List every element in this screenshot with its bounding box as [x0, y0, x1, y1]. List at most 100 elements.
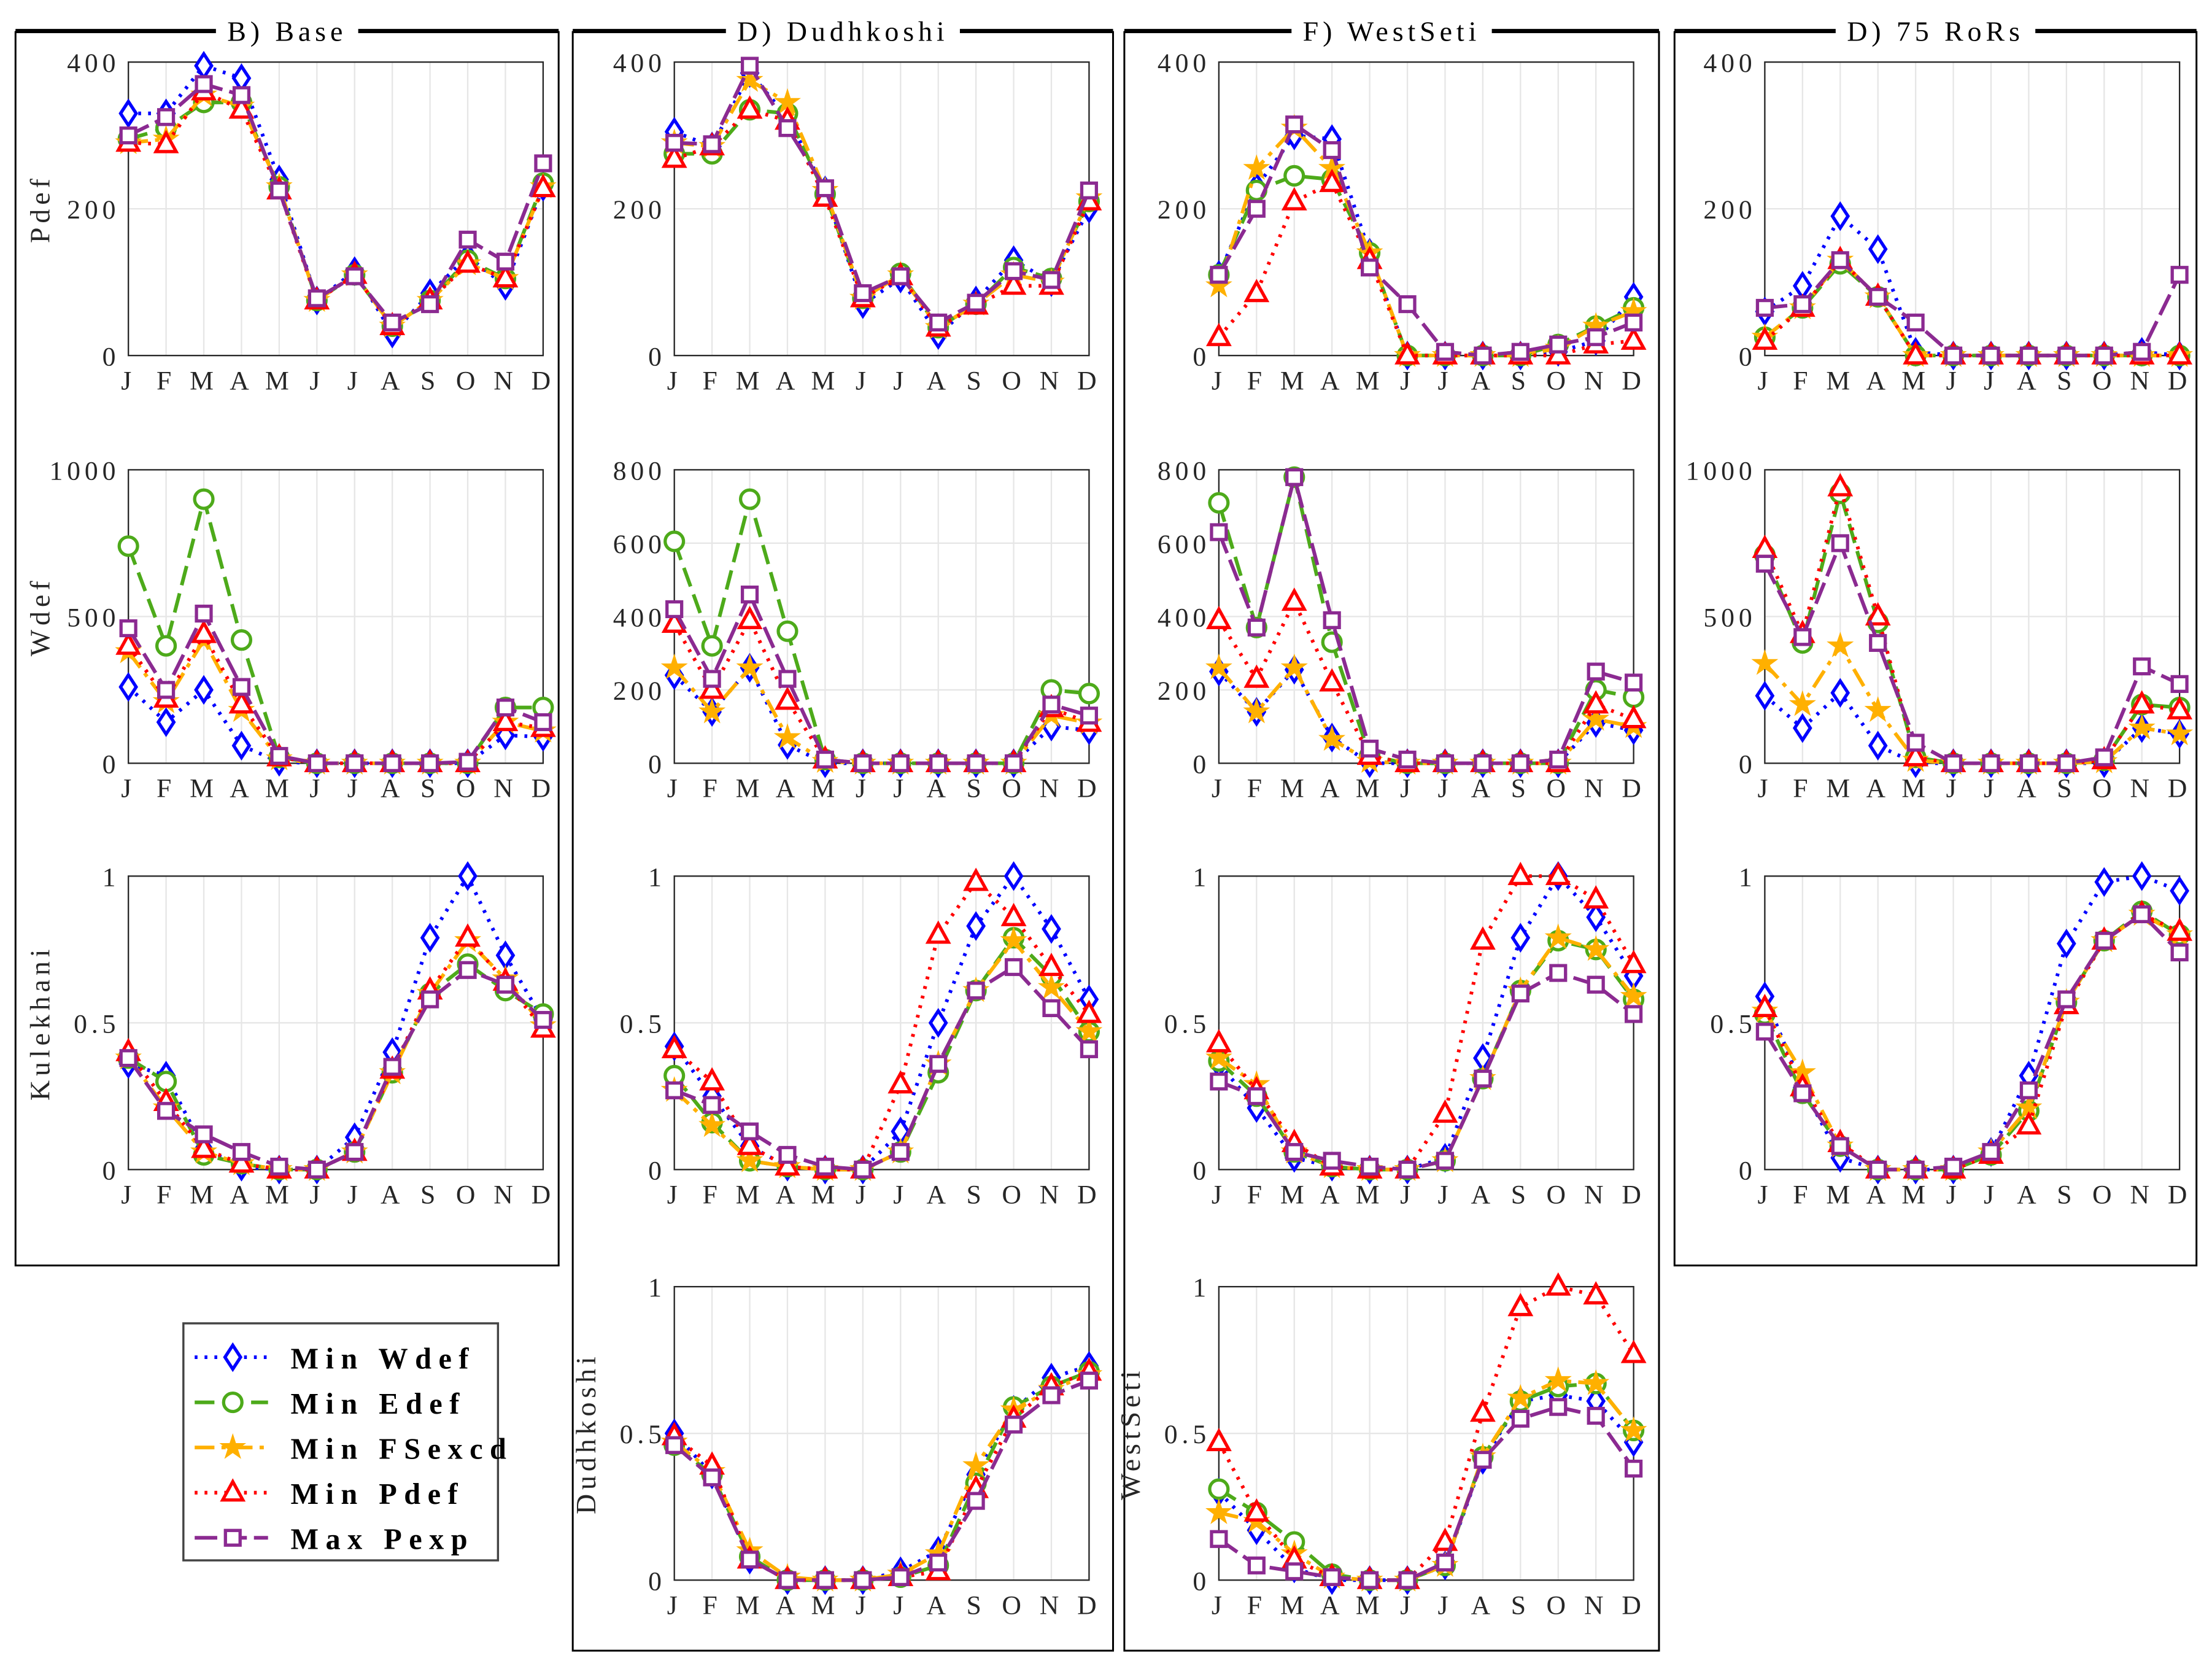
- square-marker: [1755, 298, 1774, 317]
- triangle-marker: [1281, 587, 1307, 611]
- square-marker: [383, 1058, 401, 1076]
- x-tick-label: N: [1040, 366, 1063, 395]
- x-tick-label: F: [1793, 366, 1812, 395]
- x-tick-label: S: [967, 1590, 986, 1620]
- square-marker: [2133, 905, 2151, 924]
- triangle-marker: [925, 920, 951, 944]
- x-tick-label: M: [736, 774, 764, 804]
- square-marker: [1474, 754, 1492, 773]
- square-marker: [1587, 328, 1605, 346]
- y-tick-label: 1: [648, 862, 666, 892]
- square-marker: [1944, 346, 1963, 365]
- legend-item: Min Edef: [195, 1388, 466, 1420]
- x-tick-label: J: [1438, 1590, 1453, 1620]
- square-marker: [534, 154, 552, 172]
- diamond-marker: [1004, 861, 1024, 891]
- x-tick-label: S: [420, 366, 439, 395]
- square-marker: [1080, 1040, 1099, 1058]
- column-border: [571, 31, 1114, 1652]
- x-tick-label: A: [230, 774, 253, 804]
- x-tick-label: D: [532, 1180, 555, 1210]
- legend-label: Min Edef: [290, 1388, 466, 1420]
- series-line: [1217, 1284, 1636, 1582]
- triangle-marker: [737, 95, 763, 119]
- square-marker: [534, 1010, 552, 1029]
- x-tick-label: F: [703, 1180, 722, 1210]
- x-tick-label: A: [1471, 774, 1495, 804]
- x-tick-label: M: [736, 366, 764, 395]
- triangle-marker: [191, 1134, 217, 1158]
- star-marker: [736, 653, 764, 680]
- square-marker: [854, 284, 872, 303]
- star-icon: [219, 1433, 247, 1459]
- star-marker: [698, 1111, 726, 1137]
- y-tick-label: 0.5: [1164, 1009, 1210, 1039]
- triangle-marker: [2167, 341, 2193, 365]
- legend-label: Min FSexcd: [290, 1433, 513, 1466]
- x-tick-label: S: [420, 1180, 439, 1210]
- diamond-marker: [1830, 678, 1850, 708]
- series-max-pexp: [119, 961, 552, 1179]
- square-marker: [1944, 1157, 1963, 1176]
- square-marker: [2170, 675, 2189, 693]
- x-tick-label: N: [1040, 774, 1063, 804]
- square-marker: [270, 1157, 288, 1176]
- triangle-marker: [1583, 885, 1609, 909]
- square-marker: [232, 1143, 251, 1161]
- legend-item: Max Pexp: [195, 1524, 468, 1556]
- square-marker: [1831, 1137, 1849, 1155]
- square-marker: [1944, 754, 1963, 773]
- diamond-marker: [1792, 713, 1812, 743]
- square-marker: [1549, 1398, 1568, 1416]
- square-marker: [2170, 266, 2189, 284]
- square-marker: [1398, 750, 1417, 769]
- x-tick-label: S: [2057, 774, 2076, 804]
- square-marker: [854, 1571, 872, 1589]
- square-marker: [1869, 287, 1887, 306]
- triangle-marker: [2129, 690, 2155, 714]
- x-tick-label: A: [1320, 1590, 1344, 1620]
- triangle-marker: [530, 174, 556, 198]
- square-marker: [1042, 695, 1061, 714]
- series-max-pexp: [1755, 534, 2189, 773]
- triangle-marker: [1507, 861, 1534, 885]
- subplot-3-2: J F M A M J J A S O N D00.51: [1710, 861, 2194, 1210]
- triangle-marker: [1469, 1398, 1496, 1422]
- square-marker: [778, 119, 797, 137]
- square-marker: [1436, 1152, 1455, 1170]
- x-tick-label: J: [309, 366, 324, 395]
- x-tick-label: J: [1400, 1180, 1415, 1210]
- y-tick-label: 200: [613, 676, 666, 706]
- star-marker: [2128, 713, 2156, 740]
- x-tick-label: J: [856, 1590, 870, 1620]
- column-title: D) Dudhkoshi: [737, 16, 948, 47]
- x-tick-label: M: [190, 366, 218, 395]
- square-marker: [458, 961, 477, 979]
- square-marker: [703, 135, 721, 153]
- square-marker: [1285, 468, 1304, 486]
- series-max-pexp: [665, 958, 1099, 1179]
- circle-marker: [1208, 492, 1230, 514]
- star-marker: [773, 723, 801, 749]
- diamond-marker: [2170, 875, 2190, 906]
- square-marker: [1004, 1415, 1023, 1434]
- triangle-marker: [1000, 902, 1027, 926]
- square-marker: [1982, 1143, 2000, 1161]
- square-marker: [119, 126, 137, 145]
- axes-box: [128, 61, 544, 357]
- square-marker: [891, 1143, 910, 1161]
- square-marker: [967, 982, 985, 1000]
- diamond-marker: [1510, 923, 1531, 953]
- square-marker: [119, 619, 137, 638]
- x-tick-label: F: [1247, 1180, 1266, 1210]
- star-marker: [962, 1451, 990, 1477]
- x-tick-label: J: [309, 774, 324, 804]
- y-axis-label: WestSeti: [1115, 1366, 1146, 1500]
- y-tick-label: 0: [1193, 1566, 1210, 1596]
- x-tick-label: S: [2057, 366, 2076, 395]
- y-tick-label: 0: [1739, 1156, 1757, 1185]
- column-panel-1: D) Dudhkoshi: [571, 16, 1114, 1652]
- triangle-marker: [1432, 1099, 1458, 1123]
- x-tick-label: M: [811, 774, 840, 804]
